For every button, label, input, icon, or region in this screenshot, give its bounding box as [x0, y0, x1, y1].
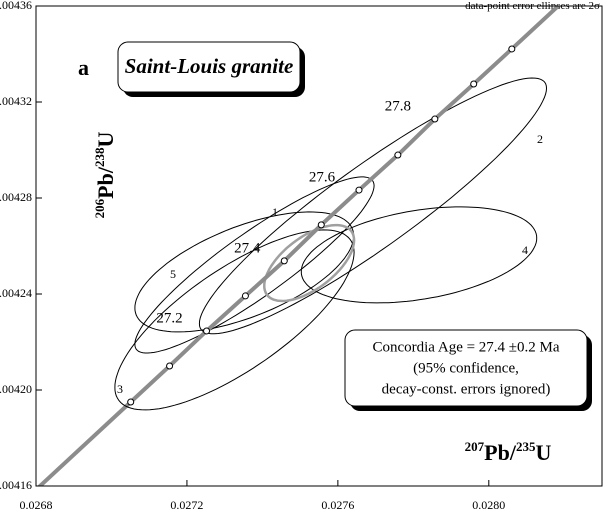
- label-text: U: [93, 132, 118, 148]
- x-tick-label: 0.0280: [472, 498, 505, 512]
- x-tick-label: 0.0276: [321, 498, 354, 512]
- x-tick-label: 0.0272: [170, 498, 203, 512]
- concordia-point: [166, 362, 174, 370]
- result-text: decay-const. errors ignored): [382, 381, 551, 397]
- concordia-point: [508, 45, 516, 53]
- result-text: Concordia Age = 27.4 ±0.2 Ma: [372, 339, 559, 355]
- concordia-extension: [37, 400, 133, 486]
- age-label: 27.2: [156, 310, 182, 326]
- concordia-point: [394, 151, 402, 159]
- y-tick-label: 0.00424: [0, 286, 32, 300]
- concordia-point: [203, 327, 211, 335]
- concordia-extension: [510, 6, 562, 51]
- label-text: Pb/: [93, 166, 118, 199]
- y-tick-label: 0.00420: [0, 382, 32, 396]
- result-box: [344, 329, 588, 407]
- ellipse-label: 1: [272, 205, 278, 219]
- ellipse-label: 5: [170, 267, 176, 281]
- y-tick-label: 0.00428: [0, 190, 32, 204]
- label-superscript: 207: [465, 439, 485, 454]
- age-label: 27.8: [385, 98, 411, 114]
- label-text: U: [535, 440, 551, 465]
- ellipse-label: 2: [537, 132, 543, 146]
- label-text: Pb/: [484, 440, 517, 465]
- concordia-point: [280, 257, 288, 265]
- error-ellipse: [114, 229, 355, 411]
- age-ellipse: [263, 223, 356, 303]
- x-axis-label: 207Pb/235U: [465, 439, 552, 465]
- error-ellipse: [300, 206, 538, 304]
- age-label: 27.4: [234, 240, 261, 256]
- error-ellipse: [198, 77, 548, 335]
- panel-label: a: [78, 55, 89, 80]
- y-tick-label: 0.00436: [0, 0, 32, 12]
- ellipse-label: 4: [522, 243, 528, 257]
- label-superscript: 238: [92, 147, 107, 167]
- y-axis-label: 206Pb/238U: [92, 132, 118, 219]
- concordia-point: [241, 292, 249, 300]
- error-ellipse: [134, 211, 355, 333]
- error-ellipse: [134, 176, 375, 354]
- concordia-point: [431, 115, 439, 123]
- label-superscript: 235: [516, 439, 536, 454]
- y-tick-label: 0.00416: [0, 478, 32, 492]
- title-box: [117, 41, 301, 93]
- age-label: 27.6: [309, 170, 336, 186]
- concordia-point: [127, 398, 135, 406]
- concordia-point: [317, 221, 325, 229]
- concordia-point: [355, 186, 363, 194]
- chart-title: Saint-Louis granite: [125, 54, 294, 78]
- x-tick-label: 0.0268: [20, 498, 53, 512]
- frame: [35, 5, 603, 487]
- result-text: (95% confidence,: [413, 360, 519, 376]
- y-tick-label: 0.00432: [0, 94, 32, 108]
- label-superscript: 206: [92, 198, 107, 218]
- ellipse-label: 3: [117, 382, 123, 396]
- concordia-point: [470, 80, 478, 88]
